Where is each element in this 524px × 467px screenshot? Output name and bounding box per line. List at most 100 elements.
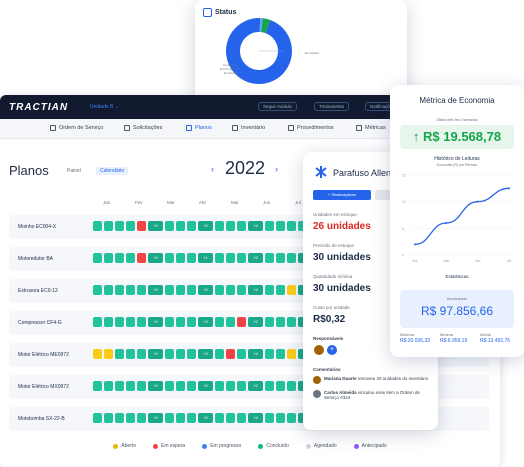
plan-cell[interactable] [276,317,285,327]
plan-cell[interactable] [237,349,246,359]
plan-cell[interactable] [287,349,296,359]
add-responsible-icon[interactable]: + [327,345,337,355]
plan-cell[interactable] [265,381,274,391]
plan-cell[interactable] [187,285,196,295]
plan-cell[interactable] [226,221,235,231]
plan-cell[interactable] [265,253,274,263]
plan-cell[interactable] [265,413,274,423]
tab-work-orders[interactable]: Ordem de Serviço [50,125,103,131]
prev-year-icon[interactable]: ‹ [211,164,214,174]
plan-cell[interactable] [226,349,235,359]
plan-cell[interactable] [265,349,274,359]
plan-cell[interactable] [276,285,285,295]
plan-cell[interactable] [165,381,174,391]
plan-cell[interactable] [115,221,124,231]
plan-cell[interactable] [165,413,174,423]
tab-plans[interactable]: Planos [186,125,212,131]
plan-cell[interactable] [215,381,224,391]
plan-cell[interactable] [287,253,296,263]
plan-cell[interactable]: +4 [198,349,213,359]
tab-metrics[interactable]: Métricas [356,125,386,131]
plan-cell[interactable] [104,381,113,391]
plan-cell[interactable] [115,317,124,327]
plan-cell[interactable] [187,253,196,263]
plan-cell[interactable] [93,285,102,295]
plan-cell[interactable] [165,253,174,263]
plan-cell[interactable] [226,317,235,327]
plan-cell[interactable] [215,349,224,359]
plan-cell[interactable]: +2 [248,317,263,327]
plan-cell[interactable]: +3 [148,285,163,295]
plan-cell[interactable] [187,349,196,359]
plan-cell[interactable] [287,381,296,391]
plan-cell[interactable] [165,285,174,295]
plan-cell[interactable] [176,317,185,327]
plan-cell[interactable] [126,413,135,423]
plan-cell[interactable] [137,317,146,327]
plan-cell[interactable] [187,317,196,327]
plan-cell[interactable] [215,317,224,327]
plan-cell[interactable] [93,317,102,327]
plan-cell[interactable]: +2 [198,413,213,423]
plan-cell[interactable] [104,221,113,231]
plan-cell[interactable] [104,349,113,359]
plan-cell[interactable]: +1 [198,253,213,263]
plan-cell[interactable] [298,221,307,231]
plan-cell[interactable] [176,381,185,391]
plan-cell[interactable] [187,381,196,391]
plan-cell[interactable]: +2 [198,285,213,295]
plan-cell[interactable] [276,253,285,263]
plan-cell[interactable] [165,221,174,231]
plan-cell[interactable] [176,285,185,295]
plan-cell[interactable]: +4 [148,317,163,327]
plan-cell[interactable]: +2 [248,381,263,391]
plan-cell[interactable] [104,285,113,295]
plan-cell[interactable]: +4 [148,221,163,231]
plan-cell[interactable]: +2 [198,221,213,231]
plan-cell[interactable] [137,349,146,359]
view-panel[interactable]: Painel [67,168,81,174]
plan-cell[interactable] [215,285,224,295]
plan-cell[interactable] [115,253,124,263]
plan-cell[interactable] [137,253,146,263]
plan-cell[interactable] [287,221,296,231]
view-calendar[interactable]: Calendário [96,167,129,175]
plan-cell[interactable] [104,317,113,327]
plan-cell[interactable] [126,349,135,359]
plan-cell[interactable] [165,349,174,359]
plan-cell[interactable] [226,253,235,263]
plan-cell[interactable] [237,317,246,327]
plan-cell[interactable] [126,253,135,263]
plan-cell[interactable] [226,285,235,295]
plan-cell[interactable] [276,413,285,423]
plan-cell[interactable] [287,317,296,327]
plan-cell[interactable] [215,413,224,423]
plan-cell[interactable] [115,413,124,423]
plan-cell[interactable] [137,381,146,391]
plan-cell[interactable] [176,413,185,423]
plan-cell[interactable]: +2 [148,253,163,263]
plan-cell[interactable]: +4 [198,317,213,327]
plan-cell[interactable]: +4 [248,413,263,423]
plan-cell[interactable]: +4 [248,285,263,295]
plan-cell[interactable] [104,253,113,263]
plan-cell[interactable] [276,221,285,231]
follow-module-button[interactable]: Seguir módulo [258,102,298,111]
plan-cell[interactable] [126,221,135,231]
plan-cell[interactable] [215,253,224,263]
plan-cell[interactable]: +4 [248,221,263,231]
plan-cell[interactable] [176,349,185,359]
plan-cell[interactable] [115,285,124,295]
plan-cell[interactable] [176,221,185,231]
plan-cell[interactable] [137,221,146,231]
plan-cell[interactable]: +4 [248,349,263,359]
plan-cell[interactable]: +3 [248,253,263,263]
plan-cell[interactable] [226,381,235,391]
plan-cell[interactable] [126,285,135,295]
plan-cell[interactable] [165,317,174,327]
plan-cell[interactable] [137,285,146,295]
plan-cell[interactable] [115,349,124,359]
plan-cell[interactable]: +2 [198,381,213,391]
plan-cell[interactable] [265,317,274,327]
plan-cell[interactable] [276,349,285,359]
